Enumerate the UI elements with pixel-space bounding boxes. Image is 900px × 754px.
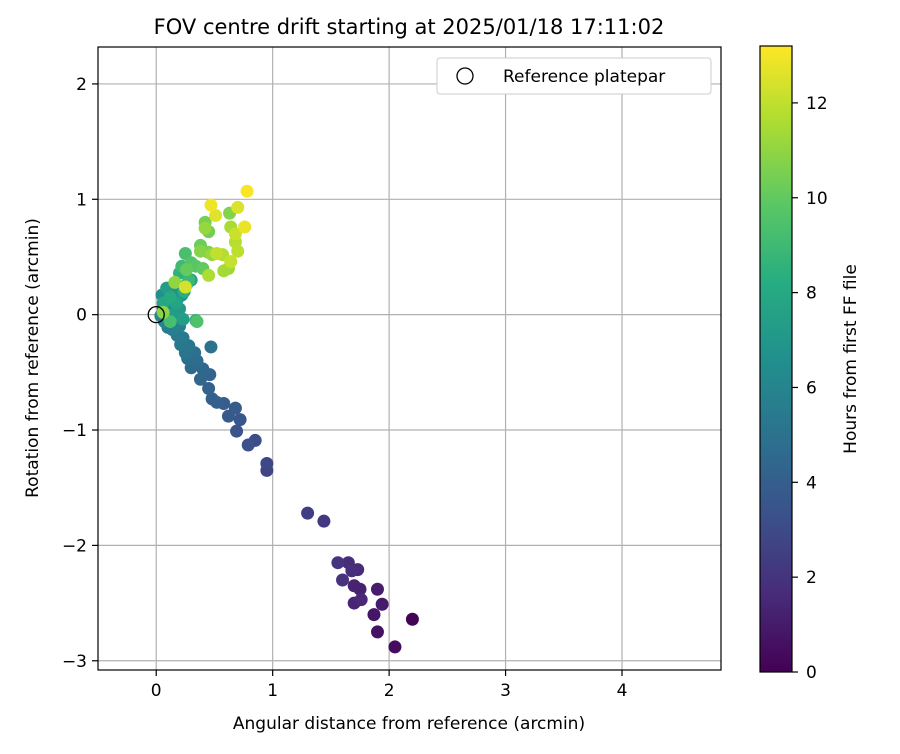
legend-box [436, 57, 712, 95]
data-point [163, 290, 177, 304]
colorbar-tick-label: 0 [806, 663, 817, 683]
data-point [180, 263, 194, 277]
colorbar-tick-label: 4 [806, 473, 817, 493]
data-point [193, 244, 207, 258]
data-point [178, 280, 192, 294]
data-point [241, 438, 255, 452]
legend-label: Reference platepar [503, 67, 665, 87]
data-point [204, 198, 218, 212]
data-point [317, 514, 331, 528]
data-point [178, 247, 192, 261]
data-point [190, 315, 204, 329]
colorbar-tick-label: 12 [806, 94, 828, 114]
data-point [354, 593, 368, 607]
data-point [209, 208, 223, 222]
colorbar-tick-label: 6 [806, 378, 817, 398]
grid-lines [98, 47, 721, 670]
x-axis-label: Angular distance from reference (arcmin) [233, 714, 585, 734]
y-tick-label: 2 [76, 75, 87, 95]
data-point [176, 312, 190, 326]
x-tick-label: 4 [617, 681, 628, 701]
data-point [233, 413, 247, 427]
data-point [301, 506, 315, 520]
data-point [228, 401, 242, 415]
data-point [204, 340, 218, 354]
plot-frame [97, 46, 722, 671]
data-point [336, 573, 350, 587]
y-tick-label: 1 [76, 190, 87, 210]
data-point [217, 264, 231, 278]
scatter-points [154, 184, 419, 654]
data-point [367, 608, 381, 622]
colorbar [759, 45, 793, 673]
data-point [370, 625, 384, 639]
colorbar-tick-label: 10 [806, 189, 828, 209]
x-tick-label: 2 [384, 681, 395, 701]
data-point [230, 424, 244, 438]
data-point [238, 220, 252, 234]
y-tick-label: −3 [62, 652, 87, 672]
data-point [156, 305, 170, 319]
data-point [202, 381, 216, 395]
y-tick-label: −1 [62, 421, 87, 441]
data-point [345, 564, 359, 578]
data-point [260, 456, 274, 470]
data-point [210, 247, 224, 261]
y-tick-label: −2 [62, 536, 87, 556]
data-point [193, 372, 207, 386]
data-point [240, 184, 254, 198]
x-tick-label: 3 [500, 681, 511, 701]
data-point [198, 221, 212, 235]
reference-marker [147, 306, 165, 324]
data-point [405, 612, 419, 626]
data-point [370, 582, 384, 596]
data-point [228, 227, 242, 241]
y-axis-label: Rotation from reference (arcmin) [23, 218, 43, 498]
data-point [224, 255, 238, 269]
data-point [205, 392, 219, 406]
data-point [347, 579, 361, 593]
axis-ticks: 0 1 2 3 4 2 1 0 −1 −2 −3 [62, 75, 627, 701]
data-point [331, 556, 345, 570]
data-point [231, 200, 245, 214]
data-point [202, 268, 216, 282]
colorbar-label: Hours from first FF file [841, 264, 861, 454]
colorbar-ticks: 0 2 4 6 8 10 12 [792, 94, 828, 683]
data-point [375, 597, 389, 611]
x-tick-label: 0 [151, 681, 162, 701]
data-point [388, 640, 402, 654]
legend-open-circle-icon [456, 67, 474, 85]
colorbar-tick-label: 2 [806, 568, 817, 588]
x-tick-label: 1 [267, 681, 278, 701]
data-point [163, 315, 177, 329]
data-point [168, 275, 182, 289]
colorbar-tick-label: 8 [806, 284, 817, 304]
data-point [231, 244, 245, 258]
legend: Reference platepar [436, 57, 712, 95]
chart-title: FOV centre drift starting at 2025/01/18 … [154, 15, 665, 39]
y-tick-label: 0 [76, 306, 87, 326]
